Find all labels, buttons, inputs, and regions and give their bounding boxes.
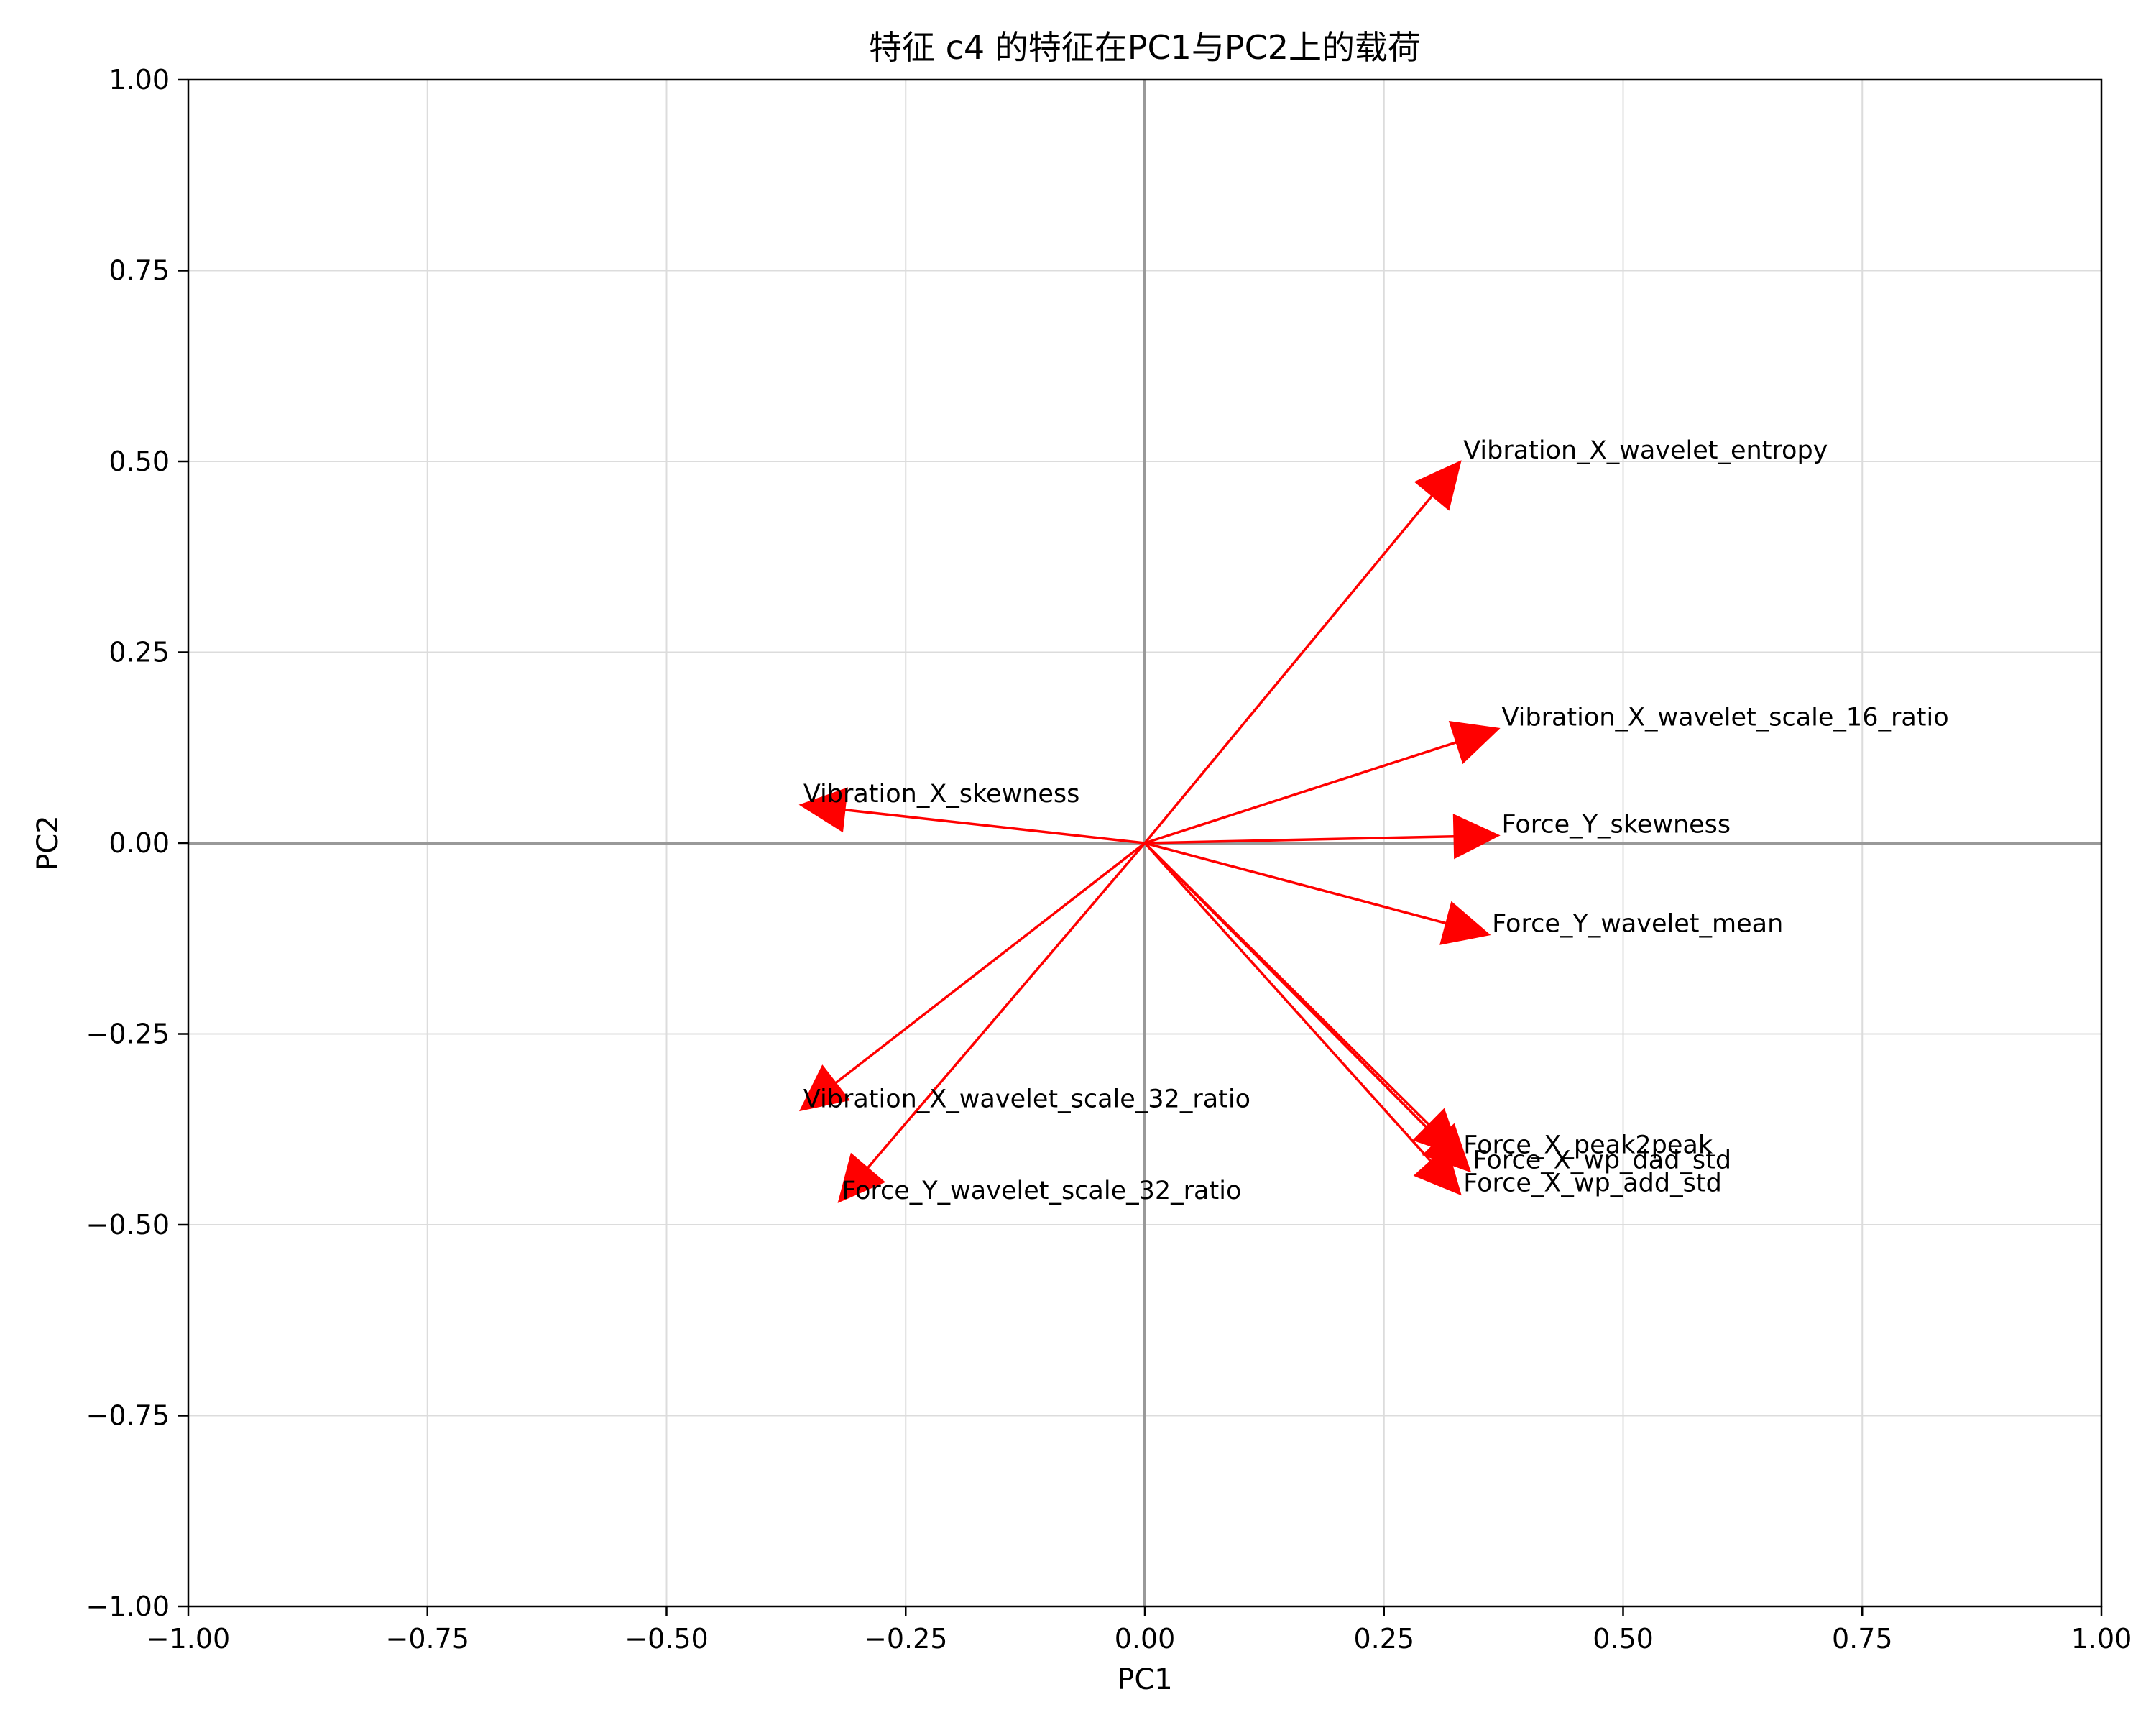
x-tick-label: 0.50 <box>1593 1623 1654 1655</box>
y-tick-label: 0.75 <box>109 255 170 287</box>
vector-arrowhead <box>1439 901 1491 945</box>
vector-shaft <box>1144 741 1457 845</box>
vector-label: Force_X_peak2peak <box>1463 1131 1713 1159</box>
loading-vectors <box>798 460 1501 1203</box>
vector-label: Vibration_X_wavelet_scale_32_ratio <box>803 1085 1250 1114</box>
vector-label: Force_X_wp_dad_std <box>1473 1146 1732 1175</box>
vector-labels: Vibration_X_wavelet_entropy Vibration_X_w… <box>803 436 1949 1205</box>
y-tick-label: −0.75 <box>86 1400 170 1432</box>
vector-arrowhead <box>837 1152 886 1203</box>
x-tick-label: −0.25 <box>864 1623 947 1655</box>
y-tick-label: 0.25 <box>109 637 170 668</box>
vector-shaft <box>1143 842 1432 1162</box>
axis-ticks: −1.00 −0.75 −0.50 −0.25 0.00 0.25 0.50 0.75 1.00… <box>86 64 2132 1655</box>
vector-label: Vibration_X_skewness <box>803 780 1080 809</box>
vector-shaft <box>866 842 1146 1169</box>
y-axis-label: PC2 <box>32 815 65 871</box>
vector-label: Force_Y_wavelet_scale_32_ratio <box>842 1177 1241 1205</box>
vector-shaft <box>844 808 1146 845</box>
vector-label: Force_X_wp_add_std <box>1463 1169 1722 1198</box>
vector-arrowhead <box>1413 1145 1462 1196</box>
chart-title: 特征 c4 的特征在PC1与PC2上的载荷 <box>869 28 1421 67</box>
vector-shaft <box>1143 842 1440 1141</box>
vector-arrowhead <box>798 787 848 833</box>
x-tick-label: −0.50 <box>625 1623 708 1655</box>
x-tick-label: 0.75 <box>1832 1623 1893 1655</box>
vector-shaft <box>1144 834 1455 845</box>
vector-arrowhead <box>1452 814 1501 860</box>
x-tick-label: −1.00 <box>147 1623 230 1655</box>
y-tick-label: 0.50 <box>109 446 170 477</box>
x-axis-label: PC1 <box>1117 1663 1173 1696</box>
vector-label: Vibration_X_wavelet_scale_16_ratio <box>1501 704 1948 732</box>
x-tick-label: 0.25 <box>1353 1623 1414 1655</box>
vector-arrowhead <box>1448 721 1501 765</box>
x-tick-label: −0.75 <box>386 1623 469 1655</box>
vector-label: Force_Y_skewness <box>1501 810 1731 839</box>
vector-shaft <box>1143 494 1434 845</box>
x-tick-label: 1.00 <box>2071 1623 2132 1655</box>
y-tick-label: 1.00 <box>109 64 170 96</box>
vector-label: Vibration_X_wavelet_entropy <box>1463 436 1828 465</box>
y-tick-label: −0.25 <box>86 1018 170 1050</box>
vector-shaft <box>834 842 1146 1085</box>
x-tick-label: 0.00 <box>1115 1623 1176 1655</box>
y-tick-label: 0.00 <box>109 827 170 859</box>
y-tick-label: −1.00 <box>86 1591 170 1622</box>
vector-label: Force_Y_wavelet_mean <box>1492 909 1783 938</box>
vector-shaft <box>1144 842 1447 925</box>
vector-arrowhead <box>799 1064 850 1112</box>
y-tick-label: −0.50 <box>86 1209 170 1241</box>
vector-arrowhead <box>1414 460 1462 511</box>
